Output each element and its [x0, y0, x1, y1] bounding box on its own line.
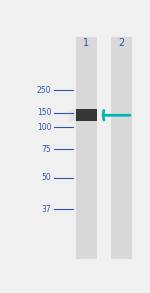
Bar — [72, 109, 73, 121]
Text: 50: 50 — [42, 173, 51, 182]
Bar — [70, 110, 71, 121]
Bar — [75, 109, 76, 122]
Bar — [66, 110, 68, 121]
Bar — [69, 110, 70, 121]
Bar — [76, 109, 97, 122]
Text: 37: 37 — [42, 205, 51, 214]
Bar — [73, 109, 75, 121]
Text: 150: 150 — [37, 108, 51, 117]
Text: 2: 2 — [118, 38, 124, 48]
Bar — [68, 110, 69, 121]
Text: 75: 75 — [42, 144, 51, 154]
Text: 250: 250 — [37, 86, 51, 95]
Bar — [111, 38, 132, 258]
Bar — [71, 109, 72, 121]
Text: 1: 1 — [83, 38, 89, 48]
Bar — [76, 38, 97, 258]
Text: 100: 100 — [37, 123, 51, 132]
